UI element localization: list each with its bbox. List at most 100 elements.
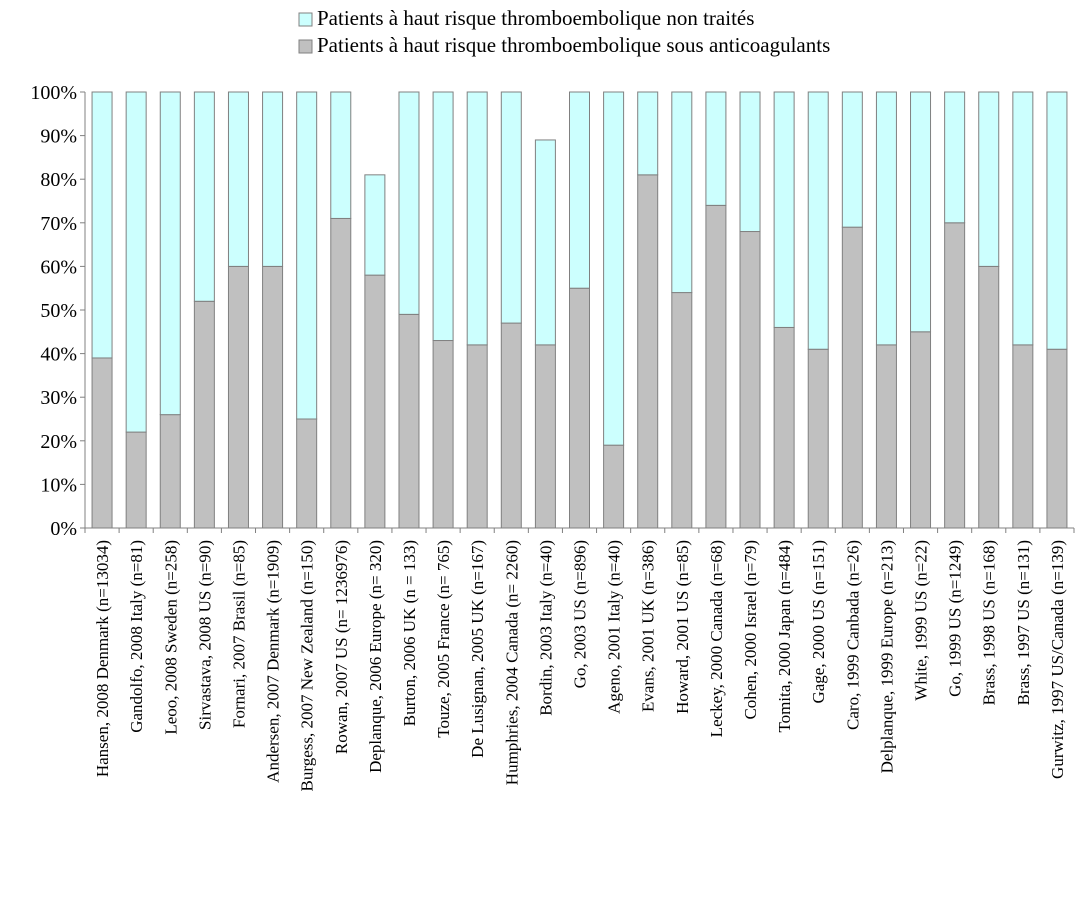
x-category-label: Go, 2003 US (n=896) <box>571 540 590 688</box>
bar-segment-untreated <box>227 91 249 267</box>
x-category-label: Brass, 1997 US (n=131) <box>1014 540 1033 705</box>
bar-segment-treated <box>159 414 181 529</box>
bar-segment-treated <box>875 344 897 529</box>
bar-segment-untreated <box>875 91 897 346</box>
bar-segment-untreated <box>262 91 284 267</box>
bar-segment-treated <box>262 265 284 529</box>
legend-label-untreated: Patients à haut risque thromboembolique … <box>317 6 754 30</box>
bar-segment-treated <box>910 331 932 529</box>
bars <box>91 91 1068 529</box>
x-axis: Hansen, 2008 Denmark (n=13034) Gandolfo, … <box>84 527 1075 791</box>
bar-segment-treated <box>739 231 761 529</box>
bar-segment-untreated <box>705 91 727 206</box>
y-tick-label: 100% <box>30 82 77 104</box>
x-category-label: Leoo, 2008 Sweden (n=258) <box>161 540 180 735</box>
x-category-label: Caro, 1999 Canbada (n=26) <box>843 540 862 730</box>
bar-segment-treated <box>330 217 352 529</box>
bar-segment-treated <box>773 326 795 529</box>
bar-segment-untreated <box>500 91 522 324</box>
bar-segment-untreated <box>841 91 863 228</box>
x-category-label: Humphries, 2004 Canada (n= 2260) <box>502 540 521 785</box>
x-category-label: Tomita, 2000 Japan (n=484) <box>775 540 794 733</box>
y-tick-label: 10% <box>40 474 77 496</box>
x-category-label: Burton, 2006 UK (n = 133) <box>400 540 419 726</box>
y-tick-label: 90% <box>40 126 77 148</box>
y-axis: 0% 10% 20% 30% 40% 50% 60% 70% 80% 90% 100% <box>30 82 86 540</box>
bar-segment-untreated <box>432 91 454 342</box>
bar-segment-untreated <box>159 91 181 416</box>
bar-segment-untreated <box>773 91 795 328</box>
bar-segment-untreated <box>91 91 113 359</box>
x-category-label: Cohen, 2000 Israel (n=79) <box>741 540 760 720</box>
bar-segment-untreated <box>125 91 147 433</box>
y-tick-label: 30% <box>40 387 77 409</box>
x-category-label: Go, 1999 US (n=1249) <box>946 540 965 697</box>
bar-segment-treated <box>227 265 249 529</box>
bar-segment-treated <box>569 287 590 529</box>
y-tick-label: 70% <box>40 213 77 235</box>
bar-segment-treated <box>91 357 113 529</box>
x-category-label: De Lusignan, 2005 UK (n=167) <box>468 540 487 758</box>
x-category-label: Evans, 2001 UK (n=386) <box>639 540 658 712</box>
bar-segment-untreated <box>330 91 352 219</box>
bar-segment-treated <box>193 300 215 529</box>
y-tick-label: 80% <box>40 169 77 191</box>
bar-segment-untreated <box>603 91 625 446</box>
bar-segment-treated <box>432 340 454 529</box>
bar-segment-treated <box>500 322 522 529</box>
bar-segment-treated <box>1046 348 1068 529</box>
bar-segment-untreated <box>978 91 1000 267</box>
x-category-label: Gandolfo, 2008 Italy (n=81) <box>127 540 146 733</box>
x-category-label: Fornari, 2007 Brasil (n=85) <box>229 540 248 728</box>
bar-segment-untreated <box>1012 91 1034 346</box>
bar-segment-untreated <box>193 91 215 302</box>
legend-swatch-treated <box>298 39 313 54</box>
bar-segment-untreated <box>944 91 966 224</box>
x-category-label: Deplanque, 2006 Europe (n= 320) <box>366 540 385 773</box>
x-category-label: Leckey, 2000 Canada (n=68) <box>707 540 726 737</box>
bar-segment-untreated <box>466 91 488 346</box>
bar-segment-treated <box>398 313 420 529</box>
legend-label-treated: Patients à haut risque thromboembolique … <box>317 33 830 57</box>
bar-segment-treated <box>534 344 556 529</box>
x-category-label: Gage, 2000 US (n=151) <box>809 540 828 704</box>
x-category-label: White, 1999 US (n=22) <box>912 540 931 701</box>
bar-segment-untreated <box>671 91 693 294</box>
bar-segment-treated <box>807 348 829 529</box>
bar-segment-untreated <box>296 91 318 420</box>
y-tick-label: 60% <box>40 256 77 278</box>
legend-swatch-untreated <box>298 12 313 27</box>
bar-segment-treated <box>671 292 693 529</box>
bar-segment-treated <box>125 431 147 529</box>
bar-segment-treated <box>603 444 625 529</box>
bar-segment-untreated <box>807 91 829 350</box>
bar-segment-untreated <box>739 91 761 233</box>
y-tick-label: 50% <box>40 300 77 322</box>
bar-segment-treated <box>296 418 318 529</box>
bar-segment-untreated <box>569 91 590 289</box>
x-category-label: Ageno, 2001 Italy (n=40) <box>605 540 624 714</box>
x-category-label: Andersen, 2007 Denmark (n=1909) <box>264 540 283 783</box>
bar-segment-treated <box>466 344 488 529</box>
x-category-label: Brass, 1998 US (n=168) <box>980 540 999 705</box>
bar-segment-treated <box>978 265 1000 529</box>
bar-segment-treated <box>637 174 659 529</box>
x-category-label: Delplanque, 1999 Europe (n=213) <box>877 540 896 773</box>
bar-segment-treated <box>944 222 966 529</box>
legend: Patients à haut risque thromboembolique … <box>298 6 830 57</box>
bar-segment-treated <box>705 204 727 529</box>
bar-segment-untreated <box>1046 91 1068 350</box>
x-category-label: Howard, 2001 US (n=85) <box>673 540 692 714</box>
x-category-label: Burgess, 2007 New Zealand (n=150) <box>298 540 317 791</box>
bar-segment-untreated <box>364 174 386 276</box>
y-tick-label: 0% <box>50 518 77 540</box>
x-category-label: Touze, 2005 France (n= 765) <box>434 540 453 738</box>
x-category-label: Gurwitz, 1997 US/Canada (n=139) <box>1048 540 1067 779</box>
x-category-label: Sirvastava, 2008 US (n=90) <box>195 540 214 730</box>
y-tick-label: 20% <box>40 431 77 453</box>
bar-segment-treated <box>1012 344 1034 529</box>
bar-segment-untreated <box>637 91 659 176</box>
y-tick-label: 40% <box>40 344 77 366</box>
x-category-label: Hansen, 2008 Denmark (n=13034) <box>93 540 112 777</box>
